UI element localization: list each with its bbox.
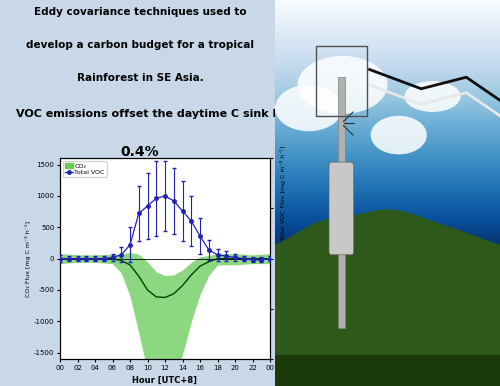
Text: develop a carbon budget for a tropical: develop a carbon budget for a tropical bbox=[26, 40, 254, 50]
X-axis label: Hour [UTC+8]: Hour [UTC+8] bbox=[132, 376, 198, 385]
Ellipse shape bbox=[275, 85, 342, 131]
Y-axis label: CO₂ Flux [mg C m⁻² h⁻¹]: CO₂ Flux [mg C m⁻² h⁻¹] bbox=[25, 221, 31, 296]
Y-axis label: Total VOC Flux [mg C m⁻² h⁻¹]: Total VOC Flux [mg C m⁻² h⁻¹] bbox=[285, 212, 291, 306]
Text: 0.4%: 0.4% bbox=[120, 146, 160, 159]
FancyBboxPatch shape bbox=[329, 162, 354, 255]
Ellipse shape bbox=[298, 56, 388, 114]
Text: Eddy covariance techniques used to: Eddy covariance techniques used to bbox=[34, 7, 246, 17]
Ellipse shape bbox=[370, 116, 427, 154]
Text: Total VOC Flux [mg C m⁻² h⁻¹]: Total VOC Flux [mg C m⁻² h⁻¹] bbox=[280, 146, 285, 240]
Bar bbox=[338, 77, 345, 328]
Text: VOC emissions offset the daytime C sink by: VOC emissions offset the daytime C sink … bbox=[16, 109, 287, 119]
Ellipse shape bbox=[404, 81, 460, 112]
Legend: CO₂, Total VOC: CO₂, Total VOC bbox=[63, 161, 106, 177]
Bar bbox=[316, 46, 367, 116]
Text: Rainforest in SE Asia.: Rainforest in SE Asia. bbox=[76, 73, 204, 83]
